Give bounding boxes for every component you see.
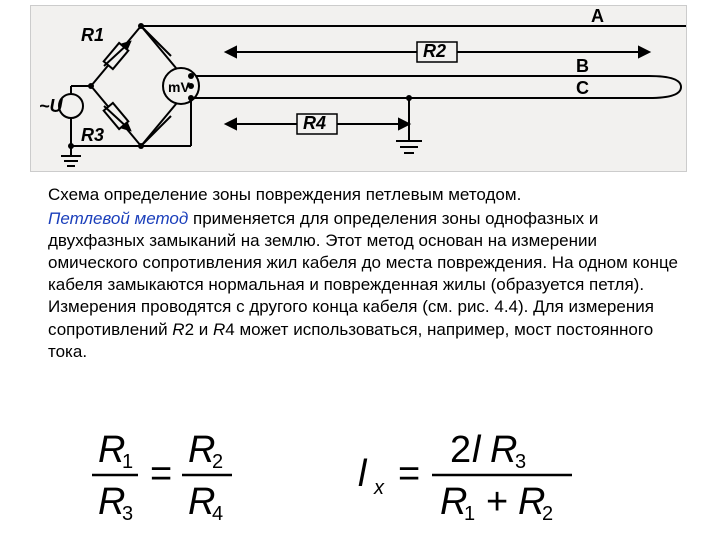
svg-text:=: = xyxy=(398,453,420,495)
r2-var: R xyxy=(172,320,184,339)
svg-text:=: = xyxy=(150,453,172,495)
r4-sub: 4 xyxy=(225,320,234,339)
formula-1: R 1 R 3 = R 2 R 4 xyxy=(92,429,232,525)
label-R3: R3 xyxy=(81,125,104,145)
label-mV: mV xyxy=(168,79,190,95)
svg-text:x: x xyxy=(373,477,385,499)
label-U: ~U xyxy=(39,96,64,116)
label-R4: R4 xyxy=(303,113,326,133)
method-name: Петлевой метод xyxy=(48,209,188,228)
svg-text:2: 2 xyxy=(542,503,553,525)
svg-text:l: l xyxy=(358,453,368,495)
description-text: Схема определение зоны повреждения петле… xyxy=(48,180,688,363)
svg-text:3: 3 xyxy=(122,503,133,525)
svg-text:1: 1 xyxy=(464,503,475,525)
mid: и xyxy=(194,320,213,339)
svg-text:4: 4 xyxy=(212,503,223,525)
svg-text:3: 3 xyxy=(515,451,526,473)
r4-var: R xyxy=(213,320,225,339)
label-R2: R2 xyxy=(423,41,446,61)
svg-text:1: 1 xyxy=(122,451,133,473)
svg-text:+: + xyxy=(486,481,508,523)
label-C: C xyxy=(576,78,589,98)
formula-2: l x = 2 l R 3 R 1 + R 2 xyxy=(358,429,572,525)
svg-text:2: 2 xyxy=(450,429,471,471)
loop-method-schematic: A B C R1 R3 R2 R4 ~U mV xyxy=(30,5,687,172)
caption: Схема определение зоны повреждения петле… xyxy=(48,184,688,206)
paragraph: Петлевой метод применяется для определен… xyxy=(48,208,688,363)
svg-text:l: l xyxy=(472,429,482,471)
formulas: R 1 R 3 = R 2 R 4 l x = xyxy=(0,420,720,530)
r2-sub: 2 xyxy=(185,320,194,339)
label-A: A xyxy=(591,6,604,26)
label-R1: R1 xyxy=(81,25,104,45)
label-B: B xyxy=(576,56,589,76)
svg-text:2: 2 xyxy=(212,451,223,473)
svg-text:R: R xyxy=(490,429,517,471)
